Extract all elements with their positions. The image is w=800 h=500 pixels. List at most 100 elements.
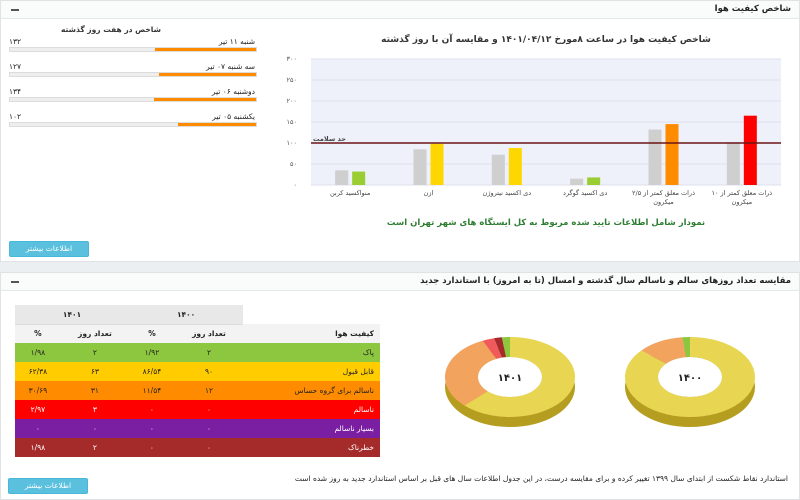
- health-threshold-label: حد سلامت: [313, 135, 346, 143]
- col-days-1401: تعداد روز: [60, 324, 130, 343]
- week-value: ۱۳۴: [9, 87, 22, 96]
- col-days-1400: تعداد روز: [174, 324, 244, 343]
- comparison-panel-header: مقایسه تعداد روزهای سالم و ناسالم سال گذ…: [1, 273, 799, 291]
- cell-p1400: ۸۶/۵۴: [142, 367, 162, 376]
- week-bar-track: [9, 122, 257, 127]
- week-day-label: شنبه ۱۱ تیر: [218, 37, 255, 46]
- donut-hole: [478, 357, 542, 397]
- donut-year-label: ۱۴۰۱: [498, 373, 522, 384]
- cell-p1400: ۱۱/۵۴: [142, 386, 162, 395]
- cell-d1401: ۲: [92, 348, 97, 357]
- week-bar-track: [9, 72, 257, 77]
- week-value: ۱۳۲: [9, 37, 22, 46]
- cell-d1401: ۳۱: [90, 386, 99, 395]
- donut-year-label: ۱۴۰۰: [678, 373, 702, 384]
- cell-d1401: ۲: [92, 443, 97, 452]
- cell-p1401: ۰: [35, 424, 40, 433]
- collapse-icon[interactable]: [11, 281, 19, 283]
- table-row: ۱/۹۸ ۲ ۰ ۰ خطرناک: [15, 438, 380, 457]
- col-quality: کیفیت هوا: [243, 324, 380, 343]
- aqi-panel-header: شاخص کیفیت هوا: [1, 1, 799, 19]
- category-label: منواکسید کربن: [330, 189, 370, 197]
- category-label: میکرون: [653, 198, 674, 206]
- more-info-button[interactable]: اطلاعات بیشتر: [8, 478, 88, 494]
- bar-today: [352, 171, 366, 185]
- donut-slice: [501, 337, 510, 358]
- donut-charts: ۱۴۰۱ ۱۴۰۰: [445, 337, 755, 427]
- week-row: سه شنبه ۰۷ تیر ۱۲۷: [9, 62, 257, 82]
- cell-p1401: ۲/۹۷: [30, 405, 46, 414]
- week-value: ۱۰۲: [9, 112, 22, 121]
- week-title: شاخص در هفت روز گذشته: [61, 25, 161, 34]
- chart-note: نمودار شامل اطلاعات تایید شده مربوط به ک…: [386, 218, 706, 228]
- standard-note: استاندارد نقاط شکست از ابتدای سال ۱۳۹۹ ت…: [294, 474, 788, 483]
- week-bar-track: [9, 47, 257, 52]
- year-header-1400: ۱۴۰۰: [129, 305, 244, 325]
- cell-p1401: ۶۲/۳۸: [28, 367, 48, 376]
- donut-slice: [625, 337, 755, 417]
- category-label: ازن: [424, 189, 434, 197]
- cell-label: خطرناک: [347, 443, 374, 452]
- cell-label: قابل قبول: [342, 367, 374, 376]
- collapse-icon[interactable]: [11, 9, 19, 11]
- y-tick-label: ۱۰۰: [287, 139, 297, 147]
- bar-yesterday: [413, 149, 427, 185]
- bar-yesterday: [726, 142, 740, 185]
- bar-today: [743, 115, 757, 185]
- cell-p1401: ۳۰/۶۹: [28, 386, 48, 395]
- y-tick-label: ۱۵۰: [287, 118, 297, 126]
- donut-slice: [445, 340, 497, 406]
- comparison-table: ۱۴۰۱ ۱۴۰۰ % تعداد روز % تعداد روز کیفیت …: [15, 305, 380, 457]
- bar-chart: ۰ ۵۰ ۱۰۰ ۱۵۰ ۲۰۰ ۲۵۰ ۳۰۰ منواکسید کربن ازن دی اکس…: [287, 55, 781, 206]
- y-tick-label: ۵۰: [290, 160, 297, 168]
- donut-slice: [641, 337, 687, 364]
- cell-d1401: ۳: [92, 405, 97, 414]
- week-row: دوشنبه ۰۶ تیر ۱۳۴: [9, 87, 257, 107]
- category-label: دی اکسید گوگرد: [563, 189, 607, 197]
- cell-d1400: ۰: [206, 405, 211, 414]
- week-value: ۱۲۷: [9, 62, 22, 71]
- y-tick-label: ۰: [294, 181, 298, 189]
- category-label: ذرات معلق کمتر از ۱۰: [711, 189, 772, 197]
- cell-label: ناسالم برای گروه حساس: [294, 386, 374, 395]
- week-row: شنبه ۱۱ تیر ۱۳۲: [9, 37, 257, 57]
- donut-slice: [682, 337, 690, 358]
- table-row: ۳۰/۶۹ ۳۱ ۱۱/۵۴ ۱۲ ناسالم برای گروه حساس: [15, 381, 380, 400]
- donut-slice: [482, 338, 503, 359]
- aqi-panel-title: شاخص کیفیت هوا: [714, 4, 791, 14]
- y-tick-label: ۲۰۰: [287, 97, 297, 105]
- week-day-label: دوشنبه ۰۶ تیر: [211, 87, 255, 96]
- cell-p1400: ۰: [149, 443, 154, 452]
- cell-p1401: ۱/۹۸: [30, 443, 46, 452]
- cell-label: پاک: [362, 348, 374, 357]
- y-tick-label: ۳۰۰: [287, 55, 297, 63]
- more-info-button[interactable]: اطلاعات بیشتر: [9, 241, 89, 257]
- bar-today: [587, 177, 601, 185]
- week-row: یکشنبه ۰۵ تیر ۱۰۲: [9, 112, 257, 132]
- cell-d1401: ۶۳: [90, 367, 99, 376]
- year-header-blank: [243, 305, 380, 324]
- category-label: ذرات معلق کمتر از ۲/۵: [632, 189, 695, 197]
- table-row: ۲/۹۷ ۳ ۰ ۰ ناسالم: [15, 400, 380, 419]
- y-tick-label: ۲۵۰: [287, 76, 297, 84]
- week-day-label: سه شنبه ۰۷ تیر: [206, 62, 255, 71]
- week-day-label: یکشنبه ۰۵ تیر: [212, 112, 255, 121]
- cell-label: ناسالم: [353, 405, 374, 414]
- bar-today: [508, 148, 522, 185]
- week-bar-track: [9, 97, 257, 102]
- category-label: میکرون: [732, 198, 753, 206]
- col-pct-1401: %: [15, 324, 61, 343]
- donut-slice: [464, 337, 575, 417]
- bar-yesterday: [570, 178, 584, 185]
- cell-d1400: ۰: [206, 443, 211, 452]
- table-row: ۱/۹۸ ۲ ۱/۹۲ ۲ پاک: [15, 343, 380, 362]
- bar-today: [665, 124, 679, 185]
- cell-p1400: ۱/۹۲: [144, 348, 160, 357]
- bar-today: [430, 143, 444, 185]
- table-row: ۶۲/۳۸ ۶۳ ۸۶/۵۴ ۹۰ قابل قبول: [15, 362, 380, 381]
- cell-p1400: ۰: [149, 424, 154, 433]
- week-bar-fill: [155, 48, 256, 51]
- cell-p1401: ۱/۹۸: [30, 348, 46, 357]
- comparison-panel-title: مقایسه تعداد روزهای سالم و ناسالم سال گذ…: [420, 276, 791, 286]
- cell-d1400: ۰: [206, 424, 211, 433]
